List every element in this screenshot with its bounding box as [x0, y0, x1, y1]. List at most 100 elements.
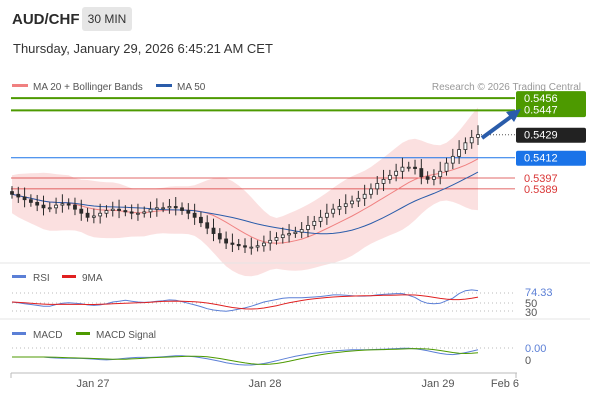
candle [255, 240, 260, 252]
candle [110, 201, 115, 217]
candle [173, 196, 178, 216]
candle [312, 215, 317, 230]
candle [450, 148, 455, 170]
macd-lines [12, 347, 479, 366]
candle [66, 198, 71, 210]
candle [369, 183, 373, 199]
bollinger-band-area [12, 107, 478, 277]
candle [274, 232, 279, 245]
candle [129, 204, 134, 220]
candle [356, 190, 361, 208]
candle [211, 218, 216, 242]
candle [167, 199, 172, 214]
candle [457, 140, 462, 164]
candle [243, 238, 247, 254]
last-level-label: 0.5429 [524, 130, 558, 142]
x-tick-label: Feb 6 [491, 378, 519, 390]
candle [268, 230, 273, 251]
trend-arrow-head [506, 109, 521, 122]
ma20-line [11, 158, 479, 244]
ma20-legend-label: MA 20 + Bollinger Bands [33, 82, 143, 93]
macd-level-label: 0 [525, 355, 531, 367]
resistance-level-label: 0.5447 [524, 104, 558, 116]
rsi-value: 74.33 [525, 287, 553, 299]
rsi-level-label: 50 [525, 298, 537, 310]
candle [318, 209, 323, 228]
candle [180, 202, 184, 215]
x-tick-label: Jan 29 [421, 378, 454, 390]
candle [73, 197, 77, 216]
candle [406, 161, 411, 172]
ma50-legend-swatch [156, 84, 172, 87]
candle [280, 227, 285, 244]
candle [287, 224, 291, 243]
candle [249, 237, 254, 255]
candle [381, 169, 386, 192]
pair-title: AUD/CHF [12, 11, 80, 28]
candle [476, 125, 480, 145]
candle [432, 169, 436, 186]
candle [469, 129, 474, 149]
x-tick-label: Jan 28 [248, 378, 281, 390]
candle [123, 205, 128, 217]
rsi-lines [11, 289, 479, 312]
candle [337, 199, 342, 216]
candle [324, 203, 329, 225]
candle [362, 184, 367, 206]
candle [463, 137, 468, 154]
support-level-label: 0.5397 [524, 173, 558, 185]
macd-legend-label: MACD [33, 330, 62, 341]
candle [299, 222, 304, 239]
macd-signal-line [12, 348, 479, 365]
candle [350, 195, 354, 209]
rsi-ma-line [11, 294, 479, 310]
candle [47, 202, 52, 213]
candle [419, 159, 424, 185]
candle [444, 157, 449, 176]
candle [35, 194, 40, 212]
candle [413, 159, 417, 175]
pivot-level-label: 0.5412 [524, 153, 558, 165]
timeframe-badge[interactable]: 30 MIN [82, 7, 132, 31]
rsi-ma-legend-label: 9MA [82, 273, 103, 284]
candle [22, 187, 27, 208]
rsi-level-label: 30 [525, 307, 537, 319]
candle [79, 199, 84, 221]
pivot-label-box [516, 150, 586, 166]
candle [425, 171, 430, 184]
candle [261, 235, 266, 252]
candle [394, 163, 399, 182]
candle [438, 161, 443, 185]
candle [306, 215, 310, 238]
candle [142, 206, 147, 218]
candle [343, 194, 348, 215]
rsi-ma-legend-swatch [62, 275, 76, 278]
price-levels [11, 97, 515, 190]
candle [230, 233, 235, 252]
candle [41, 195, 46, 216]
candle [154, 198, 159, 217]
candle [104, 205, 109, 218]
candle [136, 203, 140, 221]
candle [205, 215, 210, 235]
candle [186, 203, 191, 220]
macd-value: 0.00 [525, 343, 546, 355]
datetime-label: Thursday, January 29, 2026 6:45:21 AM CE… [13, 41, 273, 56]
candle [148, 201, 153, 218]
copyright-label: Research © 2026 Trading Central [432, 82, 581, 93]
ma50-legend-label: MA 50 [177, 82, 206, 93]
candle [192, 203, 197, 225]
moving-averages [11, 158, 479, 244]
candle [10, 186, 14, 199]
candle [224, 231, 229, 249]
rsi-line [11, 289, 479, 312]
macd-signal-legend-label: MACD Signal [96, 330, 156, 341]
rsi-legend-label: RSI [33, 273, 50, 284]
trend-arrow [480, 114, 514, 140]
candle [387, 169, 392, 184]
candle [217, 228, 222, 244]
candle [54, 197, 58, 214]
bollinger-bands [12, 107, 478, 277]
